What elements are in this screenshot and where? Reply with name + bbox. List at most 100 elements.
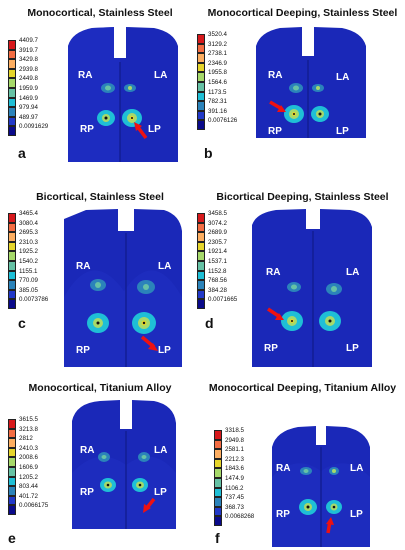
stress-spot: [98, 452, 110, 462]
legend-value-label: 1540.2: [19, 258, 38, 265]
panel-a: Monocortical, Stainless Steel 4409.7 3919…: [0, 0, 200, 170]
legend-swatch: [197, 289, 205, 300]
legend-value-label: 2410.3: [19, 444, 38, 452]
legend-value-label: 2212.3: [225, 455, 244, 463]
legend-value-label: 3429.8: [19, 56, 38, 64]
legend-value-label: 2812: [19, 435, 33, 443]
stress-spot: [319, 311, 341, 331]
legend-value-label: 0.0073786: [19, 296, 49, 304]
label-la: LA: [154, 70, 167, 81]
stress-spot: [281, 311, 303, 331]
legend-swatch: [214, 477, 222, 488]
legend-value-label: 368.73: [225, 503, 244, 511]
arrow-marker: [143, 497, 156, 513]
legend-swatch: [8, 495, 16, 506]
legend-swatch: [8, 447, 16, 458]
legend-swatch: [214, 430, 222, 440]
label-rp: RP: [80, 124, 94, 135]
label-rp: RP: [264, 343, 278, 354]
legend-value-label: 2008.6: [19, 454, 38, 462]
arrow-marker: [326, 517, 334, 534]
legend-value-label: 1469.9: [19, 94, 38, 102]
legend-swatch: [197, 101, 205, 111]
legend-swatch: [197, 280, 205, 290]
legend-value-label: 1955.8: [208, 69, 227, 77]
stress-spot: [100, 478, 116, 492]
legend-swatch: [214, 458, 222, 469]
legend-swatch: [8, 59, 16, 69]
legend-swatch: [214, 516, 222, 526]
panel-b: Monocortical Deeping, Stainless Steel 35…: [197, 0, 405, 170]
panel-letter: b: [204, 145, 213, 161]
legend-value-label: 3129.2: [208, 40, 227, 48]
panel-letter: c: [18, 315, 26, 331]
label-rp: RP: [268, 126, 282, 137]
legend-swatch: [197, 222, 205, 233]
legend-value-label: 3615.5: [19, 416, 38, 423]
legend-swatch: [8, 49, 16, 60]
legend-value-label: 803.44: [19, 483, 38, 491]
legend-swatch: [214, 497, 222, 507]
label-ra: RA: [76, 261, 90, 272]
label-la: LA: [346, 267, 359, 278]
stress-spot: [87, 313, 109, 333]
fe-model-view: RA LA RP LP: [68, 27, 178, 162]
legend-value-label: 1564.6: [208, 79, 227, 86]
legend-swatch: [8, 78, 16, 88]
fe-model-view: RA LA RP LP: [256, 27, 366, 138]
fe-model-view: RA LA RP LP: [64, 209, 182, 367]
stress-spot: [289, 83, 303, 93]
label-rp: RP: [76, 345, 90, 356]
label-ra: RA: [268, 70, 282, 81]
legend-value-label: 1537.1: [208, 258, 227, 265]
stress-spot: [97, 110, 115, 126]
legend-bar: [197, 213, 205, 309]
legend-value-label: 401.72: [19, 492, 38, 500]
arrow-marker: [269, 100, 286, 112]
legend-value-label: 3919.7: [19, 46, 38, 54]
legend-swatch: [8, 87, 16, 98]
legend-value-label: 979.94: [19, 104, 38, 112]
legend-value-label: 2305.7: [208, 238, 227, 246]
legend-value-label: 770.09: [19, 277, 38, 285]
legend-swatch: [197, 72, 205, 82]
legend-swatch: [8, 466, 16, 477]
panel-title: Bicortical Deeping, Stainless Steel: [216, 191, 389, 203]
legend-swatch: [197, 299, 205, 309]
panel-title: Monocortical Deeping, Titanium Alloy: [208, 382, 397, 394]
legend-swatch: [197, 213, 205, 223]
panel-letter: e: [8, 530, 16, 546]
legend-bar: [8, 419, 16, 515]
legend-value-label: 3213.8: [19, 425, 38, 433]
legend-value-label: 2939.8: [19, 65, 38, 73]
legend-value-label: 0.0076126: [208, 117, 238, 125]
legend-swatch: [197, 110, 205, 121]
legend-swatch: [214, 506, 222, 517]
legend-value-label: 1921.4: [208, 248, 227, 256]
stress-spot: [132, 312, 156, 334]
label-la: LA: [336, 72, 349, 83]
legend-swatch: [8, 270, 16, 281]
label-lp: LP: [148, 124, 161, 135]
legend-swatch: [8, 107, 16, 117]
legend-value-label: 1843.6: [225, 465, 244, 473]
legend-value-label: 3318.5: [225, 427, 244, 434]
legend-bar: [214, 430, 222, 526]
stress-spot: [138, 452, 150, 462]
legend-swatch: [197, 232, 205, 242]
legend-swatch: [197, 43, 205, 54]
fe-model-view: RA LA RP LP: [252, 209, 372, 367]
legend-swatch: [197, 34, 205, 44]
legend-value-label: 2689.9: [208, 229, 227, 237]
label-ra: RA: [80, 445, 94, 456]
legend-bar: [8, 213, 16, 309]
legend-value-label: 384.28: [208, 286, 227, 294]
stress-spot: [300, 467, 312, 475]
stress-spot: [311, 106, 329, 122]
legend-value-label: 782.31: [208, 98, 227, 106]
stress-spot: [90, 279, 106, 291]
legend-value-label: 1155.1: [19, 267, 38, 275]
legend-swatch: [214, 449, 222, 459]
legend-swatch: [8, 289, 16, 300]
fe-model-view: RA LA RP LP: [72, 400, 176, 529]
